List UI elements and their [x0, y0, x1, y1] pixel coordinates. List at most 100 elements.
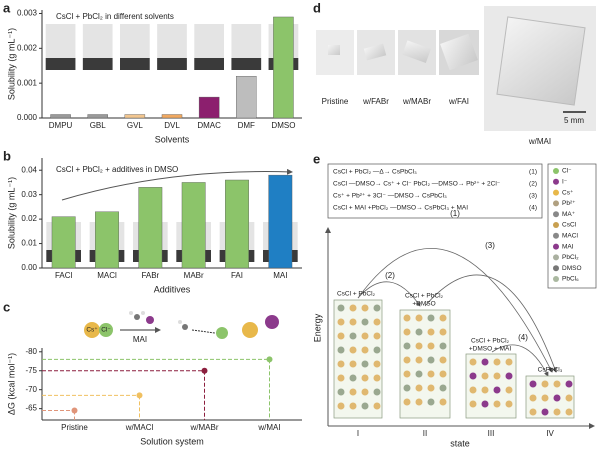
y-tick-label: 0.04 — [21, 165, 37, 174]
y-tick-label: -80 — [25, 347, 37, 356]
atom — [439, 356, 447, 364]
y-tick-label: 0.001 — [17, 78, 38, 87]
y-tick-label: 0.00 — [21, 263, 37, 272]
legend-label: MACl — [562, 233, 578, 240]
photo-label: Pristine — [322, 97, 349, 106]
atom — [553, 394, 561, 402]
atom — [481, 386, 489, 394]
legend-swatch — [553, 243, 559, 250]
atom — [505, 400, 513, 408]
x-tick-label: GVL — [127, 121, 144, 130]
transition-arrows — [357, 248, 557, 377]
legend-swatch — [553, 265, 559, 272]
arrow-label: (4) — [518, 333, 528, 342]
bar — [236, 75, 257, 119]
arrow-label: MAI — [133, 335, 147, 344]
atom — [529, 408, 537, 416]
axis-label: Solubility (g mL⁻¹) — [6, 177, 16, 249]
box-label: +DMSO — [412, 301, 435, 308]
atom — [541, 408, 549, 416]
axis-label: Energy — [312, 313, 322, 342]
x-tick-label: FABr — [141, 271, 159, 280]
equation-number: (3) — [529, 193, 537, 200]
atom — [493, 400, 501, 408]
panel-label: e — [313, 151, 320, 166]
atom — [415, 314, 423, 322]
atom — [469, 400, 477, 408]
vial-photo-base — [120, 58, 150, 70]
legend-swatch — [553, 211, 559, 218]
atom — [373, 304, 381, 312]
axis-label: state — [450, 438, 470, 448]
atom — [415, 356, 423, 364]
x-tick-label: DMF — [238, 121, 255, 130]
atom — [505, 372, 513, 380]
legend-swatch — [553, 254, 559, 261]
x-tick-label: Pristine — [61, 423, 88, 432]
atom — [361, 318, 369, 326]
atom — [481, 372, 489, 380]
photo-label: w/FABr — [362, 97, 389, 106]
axis-label: Additives — [154, 284, 191, 294]
atom — [427, 328, 435, 336]
atom — [415, 328, 423, 336]
atom — [373, 374, 381, 382]
atom — [439, 384, 447, 392]
panel-label: a — [3, 0, 11, 15]
box-label: CsCl + PbCl₂ — [471, 338, 510, 345]
equation-number: (4) — [529, 205, 537, 212]
legend-label: DMSO — [562, 265, 582, 272]
atom — [349, 388, 357, 396]
legend-label: PbCl₆ — [562, 276, 579, 283]
legend-label: Pb²⁺ — [562, 200, 576, 207]
x-tick-label: GBL — [90, 121, 107, 130]
atom — [337, 388, 345, 396]
y-tick-label: 0.02 — [21, 214, 37, 223]
state-label: I — [357, 429, 359, 438]
atom — [337, 346, 345, 354]
atom — [493, 358, 501, 366]
vial-photo-base — [157, 58, 187, 70]
atom — [493, 372, 501, 380]
atom — [337, 374, 345, 382]
atom — [403, 314, 411, 322]
photo-label: w/FAI — [448, 97, 469, 106]
atom — [427, 342, 435, 350]
atom — [373, 360, 381, 368]
atom — [349, 360, 357, 368]
atom — [361, 360, 369, 368]
legend-label: MA⁺ — [562, 211, 576, 218]
bar — [198, 96, 220, 119]
axis-label: Solvents — [155, 134, 190, 144]
trend-arrow — [61, 168, 293, 201]
atom — [361, 374, 369, 382]
crystal-photos — [316, 6, 596, 131]
y-tick-label: -75 — [25, 366, 37, 375]
x-tick-label: w/MACl — [125, 423, 154, 432]
panel-label: c — [3, 299, 10, 314]
state-label: III — [488, 429, 495, 438]
atom — [373, 402, 381, 410]
atom — [415, 342, 423, 350]
vial-photo-base — [82, 58, 113, 70]
atom — [469, 358, 477, 366]
atom — [565, 380, 573, 388]
atom — [361, 332, 369, 340]
atom — [403, 342, 411, 350]
atom — [427, 384, 435, 392]
box-label: CsCl + PbCl₂ — [405, 293, 444, 300]
atom — [427, 314, 435, 322]
arrow-label: (3) — [485, 241, 495, 250]
state-label: IV — [546, 429, 554, 438]
bar — [95, 211, 119, 269]
bar — [181, 182, 206, 269]
atom — [529, 380, 537, 388]
atom — [439, 314, 447, 322]
equation: CsCl + PbCl₂ —Δ→ CsPbCl₃ — [333, 169, 417, 176]
bar — [273, 16, 294, 119]
legend-label: I⁻ — [562, 179, 568, 186]
atom — [541, 394, 549, 402]
axis-label: ΔG (kcal mol⁻¹) — [6, 353, 16, 415]
atom — [481, 358, 489, 366]
